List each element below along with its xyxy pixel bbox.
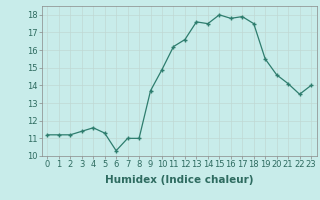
- X-axis label: Humidex (Indice chaleur): Humidex (Indice chaleur): [105, 175, 253, 185]
